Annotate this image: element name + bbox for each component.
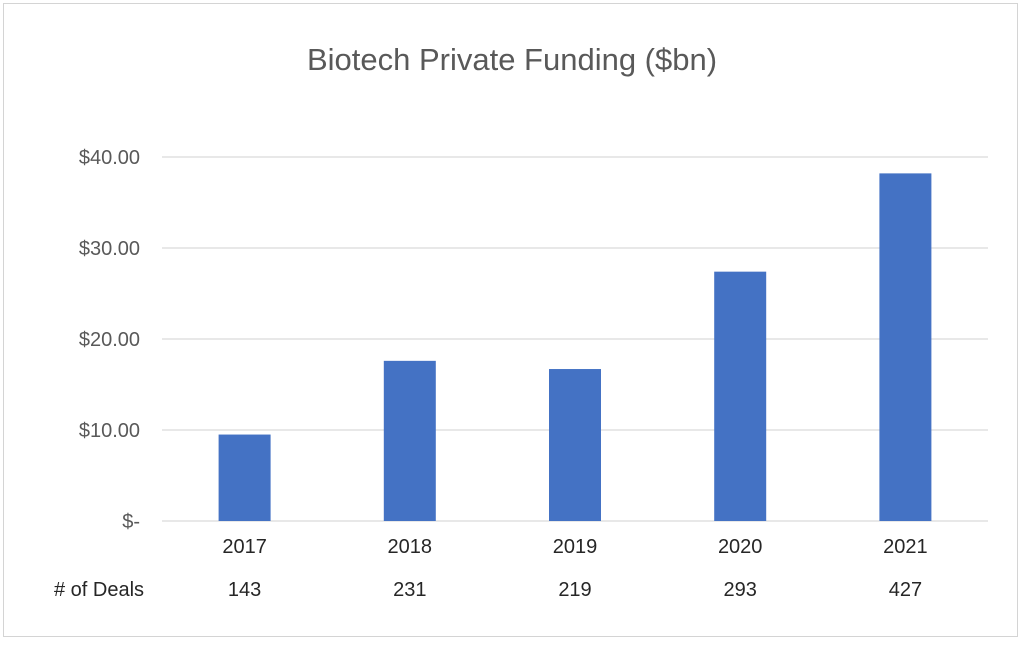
deals-value: 219 <box>558 579 591 601</box>
bar-2021 <box>879 173 932 521</box>
deals-value: 427 <box>889 579 922 601</box>
y-tick-label: $20.00 <box>79 329 140 351</box>
x-tick-label: 2021 <box>883 536 928 558</box>
x-tick-label: 2019 <box>553 536 598 558</box>
x-tick-label: 2017 <box>222 536 267 558</box>
bar-2020 <box>714 271 767 521</box>
bar-2019 <box>549 369 601 521</box>
bars <box>218 173 932 521</box>
bar-2017 <box>218 434 271 521</box>
chart-frame <box>3 3 1018 637</box>
y-tick-label: $30.00 <box>79 238 140 260</box>
bar-2018 <box>383 360 436 521</box>
deals-row: # of Deals 143 231 219 293 427 <box>54 579 922 601</box>
deals-value: 143 <box>228 579 261 601</box>
x-tick-label: 2020 <box>718 536 763 558</box>
x-axis: 2017 2018 2019 2020 2021 <box>222 536 927 558</box>
y-tick-label: $- <box>122 511 140 533</box>
deals-label: # of Deals <box>54 579 144 601</box>
deals-value: 293 <box>724 579 757 601</box>
y-axis: $- $10.00 $20.00 $30.00 $40.00 <box>79 147 140 533</box>
y-tick-label: $40.00 <box>79 147 140 169</box>
deals-value: 231 <box>393 579 426 601</box>
x-tick-label: 2018 <box>388 536 433 558</box>
chart-title: Biotech Private Funding ($bn) <box>307 42 717 77</box>
y-tick-label: $10.00 <box>79 420 140 442</box>
